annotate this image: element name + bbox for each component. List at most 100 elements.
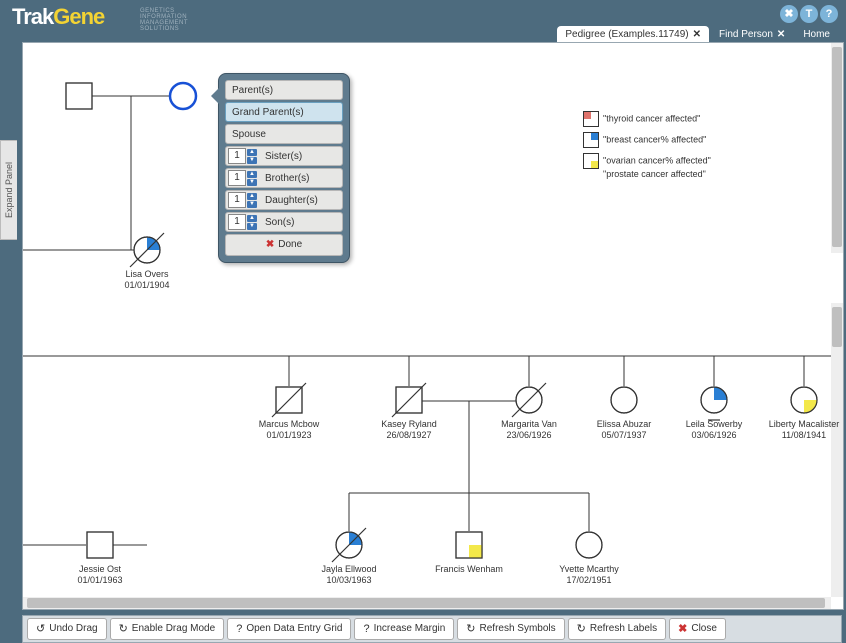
person-p_lisa[interactable] [130, 233, 164, 267]
person-p_jayla[interactable] [332, 528, 366, 562]
enable-drag-button[interactable]: ↻Enable Drag Mode [110, 618, 225, 640]
person-label: Lisa Overs01/01/1904 [107, 269, 187, 291]
person-name: Leila Sowerby [674, 419, 754, 430]
person-p_jessie[interactable] [87, 532, 113, 558]
person-label: Jessie Ost01/01/1963 [60, 564, 140, 586]
popup-row[interactable]: 1▲▼Daughter(s) [225, 190, 343, 210]
person-label: Jayla Ellwood10/03/1963 [309, 564, 389, 586]
person-p_sel[interactable] [170, 83, 196, 109]
person-p_kasey[interactable] [392, 383, 426, 417]
button-label: Open Data Entry Grid [246, 619, 342, 639]
vertical-scrollbar-top[interactable] [831, 43, 843, 253]
horizontal-scrollbar[interactable] [23, 597, 831, 609]
tab-label: Pedigree (Examples.11749) [565, 29, 688, 40]
scroll-thumb[interactable] [832, 307, 842, 347]
popup-row[interactable]: Grand Parent(s) [225, 102, 343, 122]
person-p_francis[interactable] [456, 532, 482, 558]
text-icon[interactable]: T [800, 5, 818, 23]
person-p_sq1[interactable] [66, 83, 92, 109]
person-name: Elissa Abuzar [584, 419, 664, 430]
popup-row-label: Brother(s) [259, 173, 342, 184]
button-label: Enable Drag Mode [132, 619, 215, 639]
button-label: Refresh Labels [590, 619, 657, 639]
close-icon[interactable]: ✕ [693, 29, 701, 40]
popup-row-label: Spouse [226, 129, 342, 140]
close-icon: ✖ [266, 239, 274, 250]
popup-row[interactable]: 1▲▼Son(s) [225, 212, 343, 232]
person-p_leila[interactable] [701, 387, 727, 420]
count-input[interactable]: 1 [228, 192, 246, 208]
person-name: Marcus Mcbow [249, 419, 329, 430]
person-name: Francis Wenham [429, 564, 509, 575]
spin-down-icon[interactable]: ▼ [247, 179, 257, 186]
count-spinner[interactable]: ▲▼ [247, 170, 257, 186]
button-icon: ↻ [577, 619, 586, 639]
count-input[interactable]: 1 [228, 148, 246, 164]
footer-toolbar: ↺Undo Drag↻Enable Drag Mode?Open Data En… [22, 615, 842, 643]
refresh-labels-button[interactable]: ↻Refresh Labels [568, 618, 666, 640]
count-input[interactable]: 1 [228, 170, 246, 186]
button-icon: ? [363, 619, 369, 639]
scroll-thumb[interactable] [832, 47, 842, 247]
pedigree-canvas[interactable]: "thyroid cancer affected""breast cancer%… [22, 42, 844, 610]
popup-row-label: Daughter(s) [259, 195, 342, 206]
popup-row[interactable]: Parent(s) [225, 80, 343, 100]
help-icon[interactable]: ? [820, 5, 838, 23]
popup-row[interactable]: 1▲▼Sister(s) [225, 146, 343, 166]
person-p_elissa[interactable] [611, 387, 637, 413]
expand-panel-button[interactable]: Expand Panel [0, 140, 17, 240]
button-label: Refresh Symbols [480, 619, 556, 639]
count-spinner[interactable]: ▲▼ [247, 214, 257, 230]
undo-drag-button[interactable]: ↺Undo Drag [27, 618, 107, 640]
spin-up-icon[interactable]: ▲ [247, 193, 257, 200]
increase-margin-button[interactable]: ?Increase Margin [354, 618, 454, 640]
person-name: Jessie Ost [60, 564, 140, 575]
close-icon[interactable]: ✕ [777, 29, 785, 40]
spin-down-icon[interactable]: ▼ [247, 157, 257, 164]
person-label: Liberty Macalister11/08/1941 [764, 419, 844, 441]
logo-subtitle: GENETICSINFORMATIONMANAGEMENTSOLUTIONS [140, 8, 188, 32]
done-button[interactable]: ✖Done [225, 234, 343, 256]
person-dob: 11/08/1941 [764, 430, 844, 441]
person-p_marcus[interactable] [272, 383, 306, 417]
person-label: Yvette Mcarthy17/02/1951 [549, 564, 629, 586]
person-p_liberty[interactable] [791, 387, 817, 413]
tab-label: Find Person [719, 29, 773, 40]
person-p_marg[interactable] [512, 383, 546, 417]
popup-row[interactable]: Spouse [225, 124, 343, 144]
spin-up-icon[interactable]: ▲ [247, 215, 257, 222]
spin-up-icon[interactable]: ▲ [247, 171, 257, 178]
legend-swatch [583, 132, 599, 148]
button-icon: ↺ [36, 619, 45, 639]
spin-down-icon[interactable]: ▼ [247, 223, 257, 230]
legend: "thyroid cancer affected""breast cancer%… [583, 111, 711, 184]
open-grid-button[interactable]: ?Open Data Entry Grid [227, 618, 351, 640]
button-icon: ↻ [466, 619, 475, 639]
logo-text-2: Gene [53, 4, 104, 29]
refresh-symbols-button[interactable]: ↻Refresh Symbols [457, 618, 564, 640]
close-button[interactable]: ✖Close [669, 618, 726, 640]
count-input[interactable]: 1 [228, 214, 246, 230]
person-p_yvette[interactable] [576, 532, 602, 558]
person-label: Margarita Van23/06/1926 [489, 419, 569, 441]
close-icon[interactable]: ✖ [780, 5, 798, 23]
count-spinner[interactable]: ▲▼ [247, 148, 257, 164]
person-label: Marcus Mcbow01/01/1923 [249, 419, 329, 441]
count-spinner[interactable]: ▲▼ [247, 192, 257, 208]
button-label: Undo Drag [49, 619, 97, 639]
button-icon: ✖ [678, 619, 687, 639]
button-label: Increase Margin [374, 619, 446, 639]
scroll-thumb[interactable] [27, 598, 825, 608]
person-dob: 05/07/1937 [584, 430, 664, 441]
button-icon: ↻ [119, 619, 128, 639]
spin-up-icon[interactable]: ▲ [247, 149, 257, 156]
legend-swatch [583, 111, 599, 127]
popup-row[interactable]: 1▲▼Brother(s) [225, 168, 343, 188]
logo-text-1: Trak [12, 4, 53, 29]
spin-down-icon[interactable]: ▼ [247, 201, 257, 208]
person-dob: 10/03/1963 [309, 575, 389, 586]
person-dob: 23/06/1926 [489, 430, 569, 441]
vertical-scrollbar-bottom[interactable] [831, 303, 843, 597]
person-label: Elissa Abuzar05/07/1937 [584, 419, 664, 441]
add-relative-popup: Parent(s)Grand Parent(s) Spouse 1▲▼Sister(… [218, 73, 350, 263]
